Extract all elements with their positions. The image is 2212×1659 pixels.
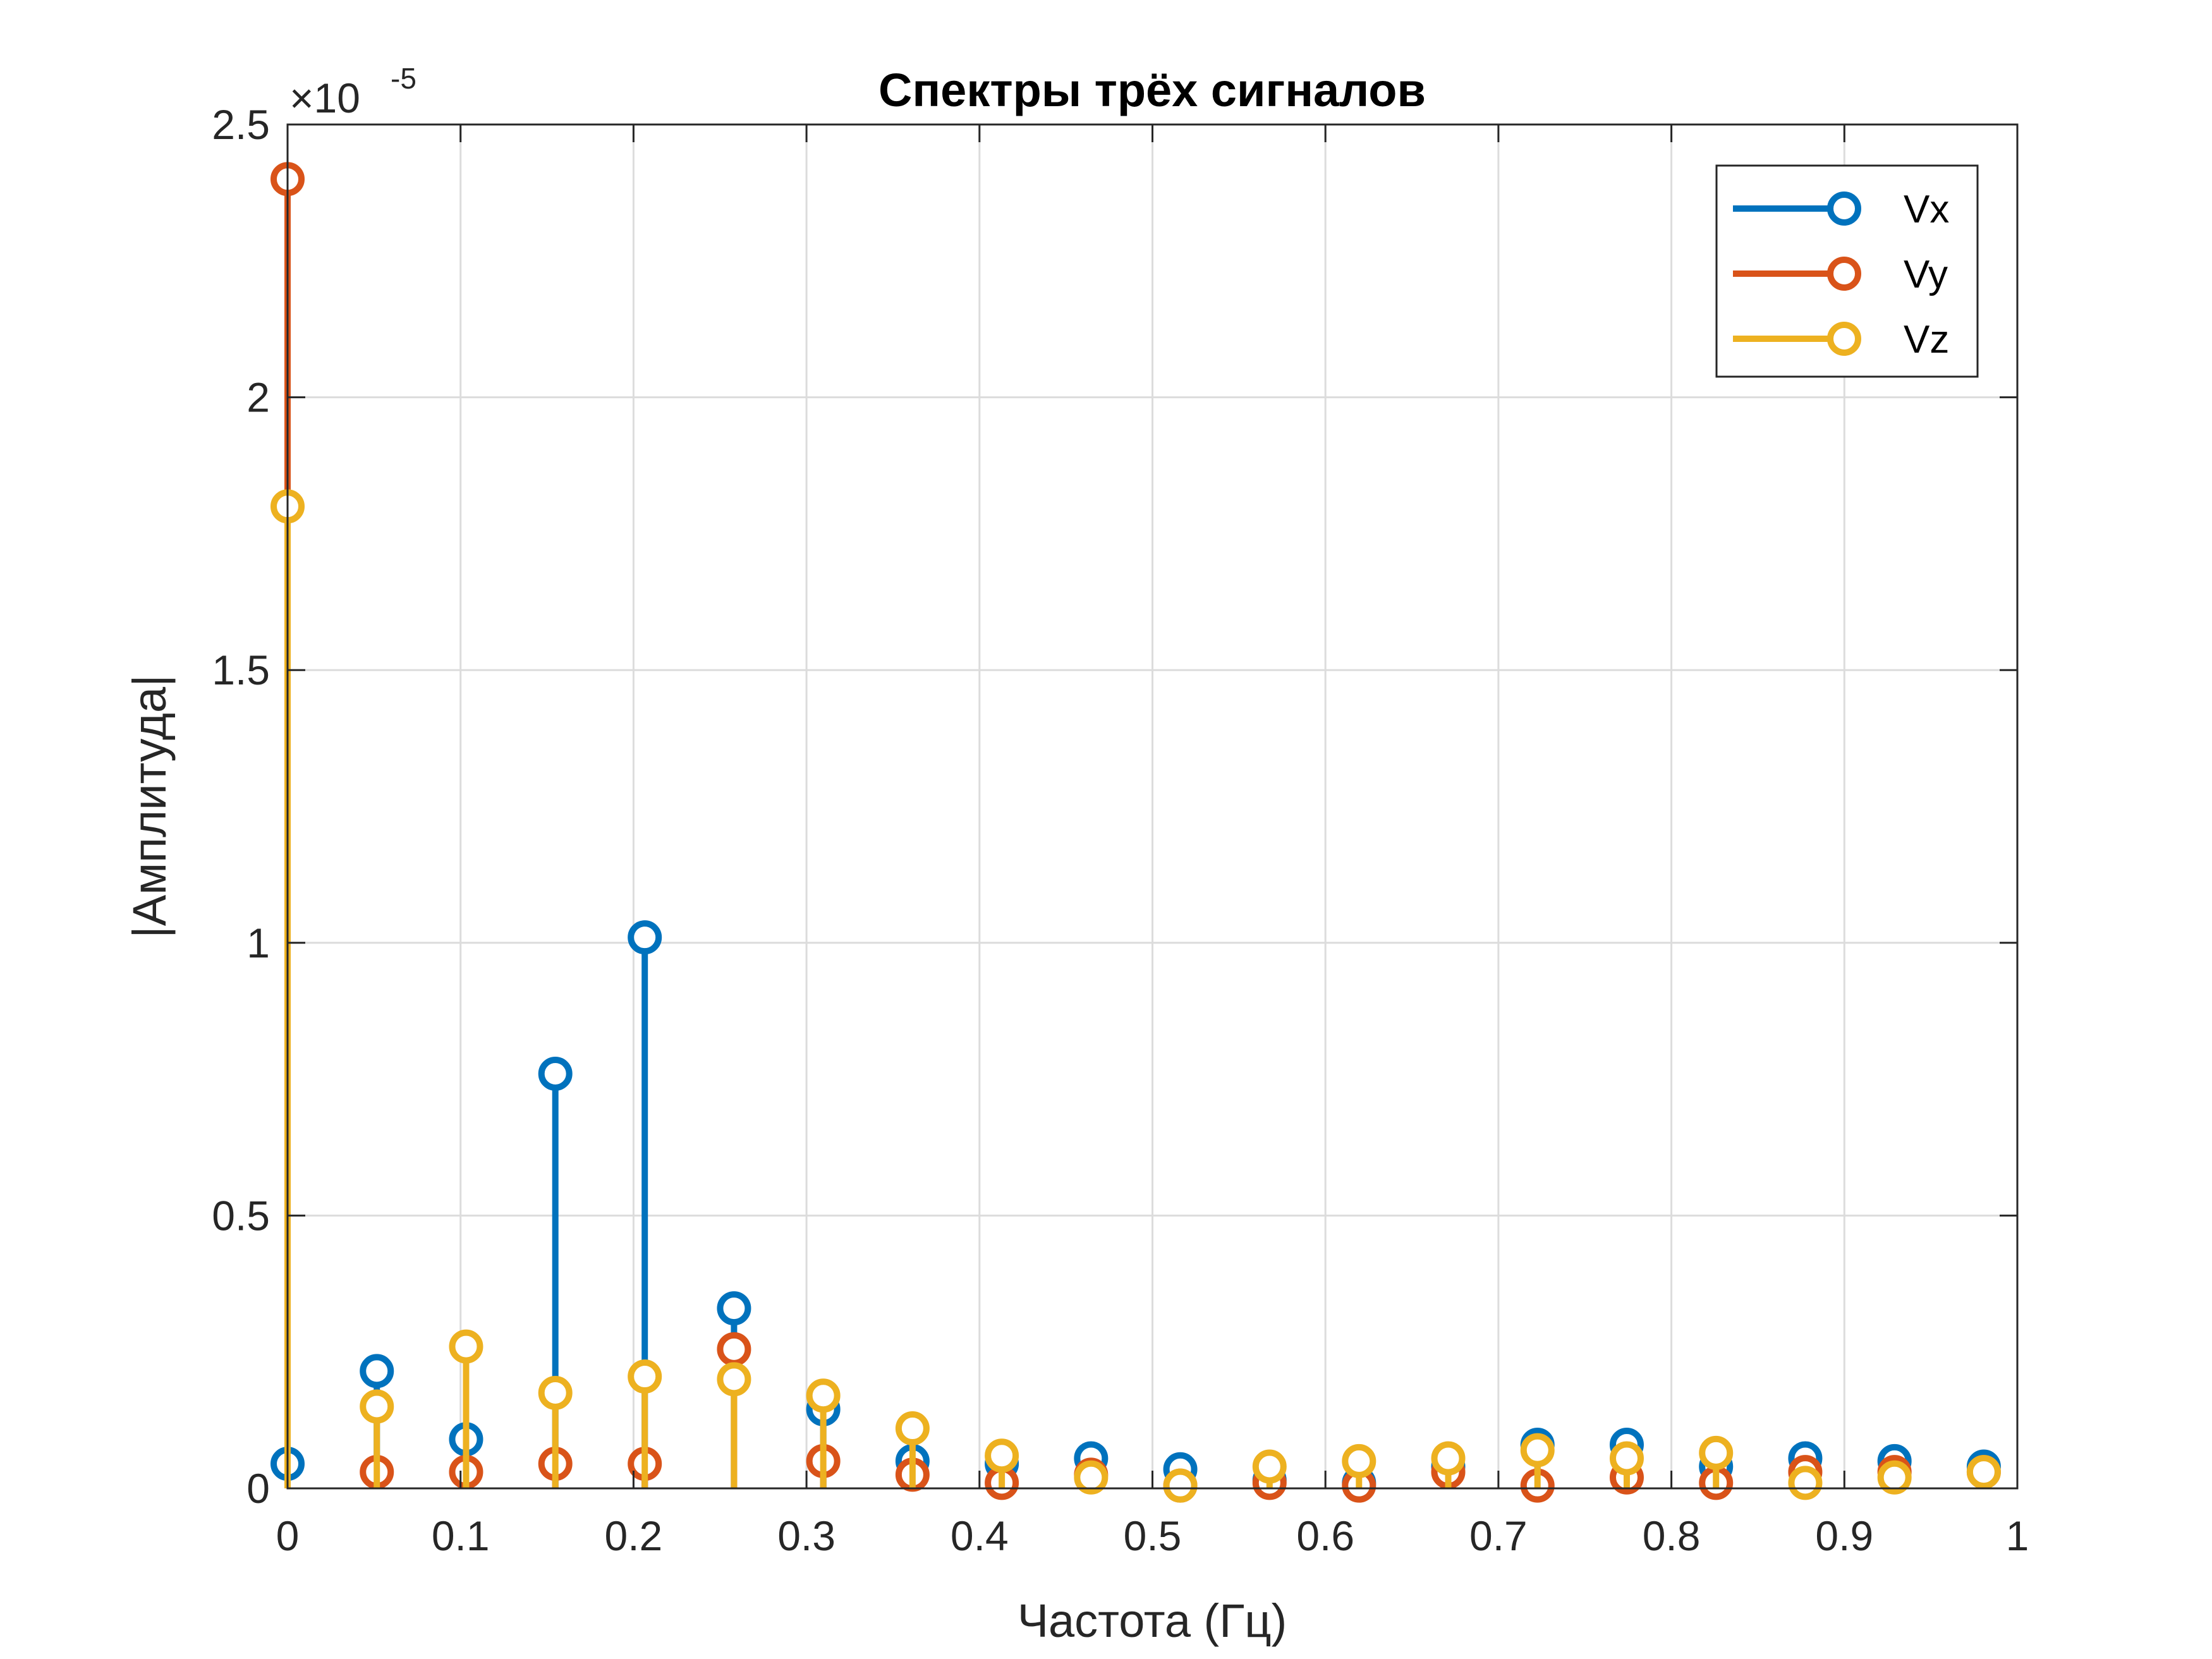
stem-marker bbox=[1342, 1443, 1376, 1478]
chart-title: Спектры трёх сигналов bbox=[878, 64, 1426, 116]
y-tick-label: 2 bbox=[246, 374, 270, 421]
x-tick-label: 0.1 bbox=[432, 1512, 490, 1559]
x-tick-label: 0.9 bbox=[1815, 1512, 1873, 1559]
legend-marker bbox=[1827, 257, 1861, 291]
x-tick-label: 0 bbox=[276, 1512, 300, 1559]
stem-marker bbox=[628, 920, 662, 955]
stem-marker bbox=[360, 1354, 394, 1389]
tick-labels: 0 0.1 0.2 0.3 0.4 0.5 0.6 0.7 0.8 0.9 1 0 0.5 1 1.5 2 2.… bbox=[212, 101, 2029, 1559]
axes bbox=[286, 123, 2019, 1490]
stem-marker bbox=[538, 1056, 573, 1091]
stem-marker bbox=[449, 1329, 483, 1364]
y-tick-label: 0.5 bbox=[212, 1192, 270, 1239]
y-exponent-base: ×10 bbox=[289, 75, 360, 121]
legend-entry-vz: Vz bbox=[1733, 318, 1949, 362]
x-axis-label: Частота (Гц) bbox=[1018, 1595, 1287, 1647]
legend-entry-vy: Vy bbox=[1733, 253, 1948, 296]
stem-marker bbox=[985, 1438, 1019, 1473]
x-tick-label: 0.2 bbox=[605, 1512, 663, 1559]
x-tick-label: 0.6 bbox=[1296, 1512, 1354, 1559]
stem-marker bbox=[1966, 1455, 2001, 1490]
x-tick-label: 0.8 bbox=[1643, 1512, 1701, 1559]
legend-entry-vx: Vx bbox=[1733, 188, 1949, 231]
axes-box bbox=[286, 123, 2019, 1490]
x-tick-label: 1 bbox=[2006, 1512, 2029, 1559]
y-tick-label: 2.5 bbox=[212, 101, 270, 148]
legend-label: Vz bbox=[1904, 318, 1949, 362]
x-tick-label: 0.4 bbox=[951, 1512, 1009, 1559]
stem-marker bbox=[1163, 1468, 1198, 1503]
legend-label: Vy bbox=[1904, 253, 1948, 296]
stem-marker bbox=[717, 1332, 751, 1366]
stem-marker bbox=[628, 1359, 662, 1394]
x-tick-label: 0.3 bbox=[777, 1512, 836, 1559]
y-tick-label: 1 bbox=[246, 920, 270, 966]
stem-marker bbox=[1609, 1441, 1644, 1476]
y-exponent-power: -5 bbox=[391, 62, 416, 95]
stem-marker bbox=[1252, 1449, 1287, 1484]
stem-marker bbox=[806, 1378, 841, 1413]
stem-marker bbox=[1877, 1460, 1912, 1495]
stem-marker bbox=[1520, 1433, 1555, 1468]
stem-marker bbox=[1699, 1435, 1734, 1470]
stem-marker bbox=[717, 1362, 751, 1397]
stem-marker bbox=[717, 1291, 751, 1326]
stem-marker bbox=[1431, 1441, 1466, 1476]
stem-marker bbox=[538, 1375, 573, 1410]
legend-label: Vx bbox=[1904, 188, 1949, 231]
x-tick-label: 0.5 bbox=[1124, 1512, 1182, 1559]
stem-marker bbox=[1788, 1466, 1823, 1500]
stem-marker bbox=[1074, 1460, 1109, 1495]
x-tick-label: 0.7 bbox=[1469, 1512, 1528, 1559]
y-tick-label: 1.5 bbox=[212, 647, 270, 693]
y-tick-label: 0 bbox=[246, 1465, 270, 1512]
y-exponent-label: ×10 -5 bbox=[289, 62, 416, 121]
y-axis-label: |Амплитуда| bbox=[123, 675, 176, 939]
stem-marker bbox=[895, 1411, 930, 1446]
legend-marker bbox=[1827, 191, 1861, 226]
legend-marker bbox=[1827, 322, 1861, 356]
legend: Vx Vy Vz bbox=[1715, 164, 1979, 378]
stem-marker bbox=[360, 1389, 394, 1424]
